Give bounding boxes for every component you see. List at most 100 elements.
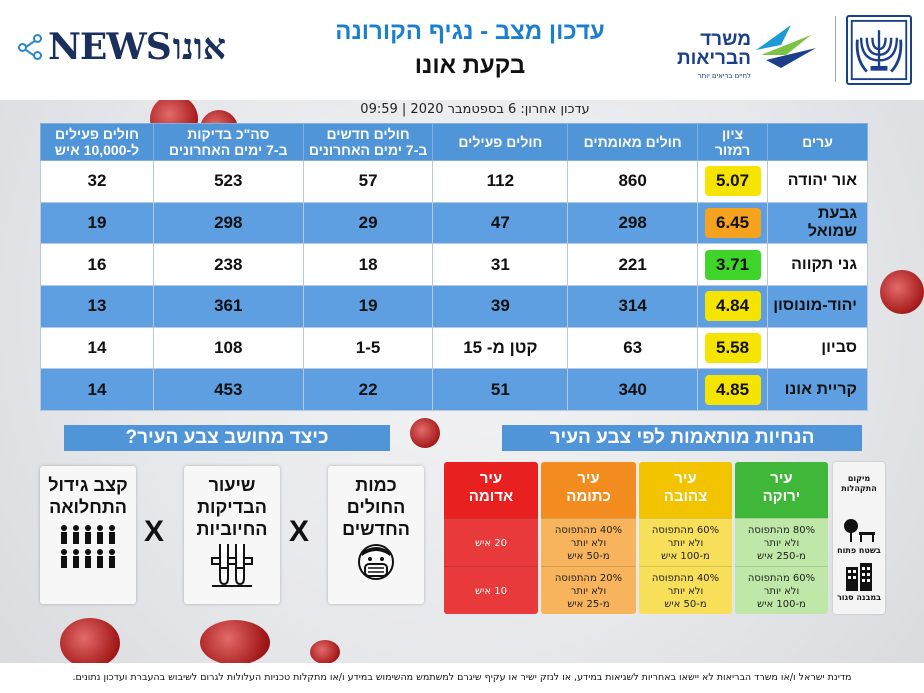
share-icon	[18, 34, 44, 60]
header-active-per-10k: חולים פעילים ל-10,000 איש	[40, 123, 154, 161]
cell-confirmed: 298	[567, 201, 699, 245]
cell-active: 112	[432, 160, 569, 203]
news-logo-text: NEWS	[48, 26, 172, 68]
guideline-yellow: עיר צהובה 60% מהתפוסה ולא יותר מ-100 איש…	[639, 462, 732, 614]
header-divider	[835, 16, 836, 82]
cell-new-7d: 22	[302, 368, 434, 411]
cell-active: 39	[432, 284, 569, 328]
tree-bench-icon	[844, 519, 875, 542]
how-calculated-title: כיצד מחושב צבע העיר?	[64, 425, 390, 451]
header-city: ערים	[767, 123, 868, 161]
guideline-red-open: 20 איש	[444, 518, 538, 566]
header-new-7d: חולים חדשים ב-7 ימים האחרונים	[302, 123, 434, 161]
gathering-location-legend: מיקום התקהלות בשטח פתוח במבנה סגור	[833, 462, 885, 614]
news-logo-heb: אונו	[172, 26, 227, 68]
building-icon	[846, 563, 872, 591]
multiply-sign: X	[289, 515, 310, 548]
cell-confirmed: 340	[567, 368, 699, 411]
cell-active-per-10k: 14	[40, 326, 154, 370]
cell-city: אור יהודה	[767, 160, 868, 203]
cell-active: 47	[432, 201, 569, 245]
cell-confirmed: 63	[567, 326, 699, 370]
virus-decoration	[310, 640, 340, 664]
legend-closed-building: במבנה סגור	[836, 593, 882, 602]
table-row: גני תקווה 3.71 221 31 18 238 16	[40, 243, 868, 286]
cell-tests-7d: 108	[152, 326, 304, 370]
guideline-yellow-closed: 40% מהתפוסה ולא יותר מ-50 איש	[639, 566, 732, 614]
virus-decoration	[60, 618, 120, 668]
guidelines-title: הנחיות מותאמות לפי צבע העיר	[502, 425, 862, 451]
score-badge: 5.58	[704, 332, 761, 363]
factor-new-cases: כמות החולים החדשים	[328, 466, 424, 604]
city-status-table: ערים ציון רמזור חולים מאומתים חולים פעיל…	[40, 123, 868, 411]
ministry-of-health-logo: משרד הבריאות לחיים בריאים יותר	[666, 20, 821, 80]
page-subtitle: בקעת אונו	[414, 52, 526, 79]
guideline-red-closed: 10 איש	[444, 566, 538, 614]
virus-decoration	[410, 418, 440, 448]
disclaimer-footer: מדינת ישראל ו/או משרד הבריאות לא יישאו ב…	[0, 663, 924, 693]
virus-decoration	[880, 270, 924, 314]
table-row: קריית אונו 4.85 340 51 22 453 14	[40, 368, 868, 411]
cell-new-7d: 18	[302, 243, 434, 286]
page-title: עדכון מצב - נגיף הקורונה	[335, 18, 605, 45]
guideline-green: עיר ירוקה 80% מהתפוסה ולא יותר מ-250 איש…	[735, 462, 828, 614]
cell-new-7d: 29	[302, 201, 434, 245]
cell-city: יהוד-מונוסון	[767, 284, 868, 328]
score-badge: 5.07	[704, 166, 761, 197]
table-row: גבעת שמואל 6.45 298 47 29 298 19	[40, 201, 868, 245]
factor-positive-rate: שיעור הבדיקות החיוביות	[184, 466, 280, 604]
cell-score: 4.84	[697, 284, 769, 328]
guideline-green-open: 80% מהתפוסה ולא יותר מ-250 איש	[735, 518, 828, 566]
table-row: אור יהודה 5.07 860 112 57 523 32	[40, 160, 868, 203]
guideline-red: עיר אדומה 20 איש 10 איש	[444, 462, 538, 614]
header-tests-7d: סה"כ בדיקות ב-7 ימים האחרונים	[152, 123, 304, 161]
score-badge: 6.45	[704, 207, 761, 238]
cell-new-7d: 19	[302, 284, 434, 328]
cell-score: 4.85	[697, 368, 769, 411]
legend-title: מיקום התקהלות	[841, 474, 877, 493]
header-confirmed: חולים מאומתים	[567, 123, 699, 161]
table-header-row: ערים ציון רמזור חולים מאומתים חולים פעיל…	[40, 123, 868, 161]
factor-positive-rate-label: שיעור הבדיקות החיוביות	[196, 475, 268, 539]
test-tubes-icon	[211, 544, 253, 587]
cell-confirmed: 860	[567, 160, 699, 203]
cell-new-7d: 57	[302, 160, 434, 203]
score-badge: 4.84	[704, 291, 761, 322]
cell-active-per-10k: 19	[40, 201, 154, 245]
factor-new-cases-label: כמות החולים החדשים	[342, 475, 410, 539]
last-update: עדכון אחרון: 6 בספטמבר 2020 | 09:59	[360, 102, 590, 117]
news-logo: NEWS אונו	[18, 22, 226, 72]
ministry-bird-icon	[756, 25, 816, 68]
cell-active-per-10k: 16	[40, 243, 154, 286]
legend-open-area: בשטח פתוח	[837, 546, 881, 555]
cell-city: גני תקווה	[767, 243, 868, 286]
factor-growth-rate: קצב גידול התחלואה	[40, 466, 136, 604]
guideline-yellow-title: עיר צהובה	[639, 462, 732, 518]
cell-city: קריית אונו	[767, 368, 868, 411]
guideline-orange-title: עיר כתומה	[541, 462, 636, 518]
cell-tests-7d: 298	[152, 201, 304, 245]
table-row: יהוד-מונוסון 4.84 314 39 19 361 13	[40, 284, 868, 328]
cell-new-7d: 1-5	[302, 326, 434, 370]
cell-tests-7d: 523	[152, 160, 304, 203]
cell-active-per-10k: 13	[40, 284, 154, 328]
state-emblem-icon	[846, 15, 912, 85]
masked-face-icon	[358, 544, 394, 580]
score-badge: 3.71	[704, 249, 761, 280]
cell-active-per-10k: 14	[40, 368, 154, 411]
cell-confirmed: 221	[567, 243, 699, 286]
table-row: סביון 5.58 63 קטן מ- 15 1-5 108 14	[40, 326, 868, 370]
header-score: ציון רמזור	[697, 123, 769, 161]
score-badge: 4.85	[704, 374, 761, 405]
guideline-green-closed: 60% מהתפוסה ולא יותר מ-100 איש	[735, 566, 828, 614]
cell-score: 6.45	[697, 201, 769, 245]
ministry-tagline: לחיים בריאים יותר	[697, 72, 751, 80]
cell-tests-7d: 361	[152, 284, 304, 328]
guideline-yellow-open: 60% מהתפוסה ולא יותר מ-100 איש	[639, 518, 732, 566]
cell-confirmed: 314	[567, 284, 699, 328]
guideline-red-title: עיר אדומה	[444, 462, 538, 518]
guideline-green-title: עיר ירוקה	[735, 462, 828, 518]
guideline-orange-closed: 20% מהתפוסה ולא יותר מ-25 איש	[541, 566, 636, 614]
cell-city: סביון	[767, 326, 868, 370]
cell-active-per-10k: 32	[40, 160, 154, 203]
